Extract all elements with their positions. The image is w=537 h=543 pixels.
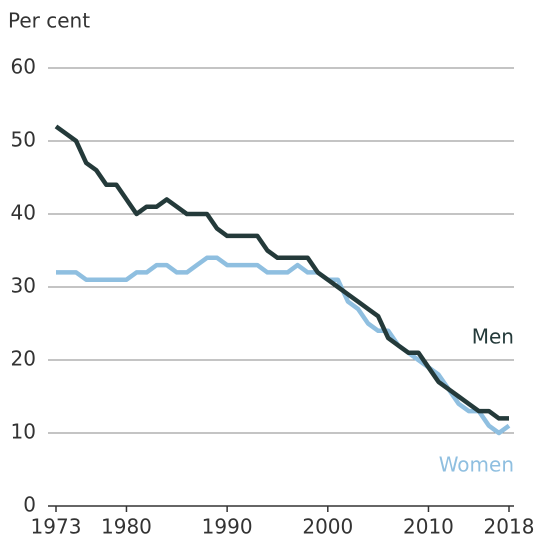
y-tick-label: 30 — [11, 274, 36, 298]
y-tick-label: 60 — [11, 55, 36, 79]
x-tick-label: 1980 — [101, 515, 152, 539]
x-tick-label: 1973 — [31, 515, 82, 539]
y-tick-label: 10 — [11, 420, 36, 444]
series-label: Women — [439, 452, 514, 476]
y-tick-label: 50 — [11, 128, 36, 152]
line-series — [56, 255, 511, 436]
x-tick-label: 2010 — [403, 515, 454, 539]
line-series — [54, 124, 509, 421]
x-tick-label: 2000 — [302, 515, 353, 539]
x-tick-label: 1990 — [202, 515, 253, 539]
y-tick-label: 40 — [11, 201, 36, 225]
y-tick-label: 0 — [23, 493, 36, 517]
y-tick-label: 20 — [11, 347, 36, 371]
series-label: Men — [472, 325, 514, 349]
x-tick-label: 2018 — [484, 515, 535, 539]
y-axis-label: Per cent — [8, 9, 90, 33]
